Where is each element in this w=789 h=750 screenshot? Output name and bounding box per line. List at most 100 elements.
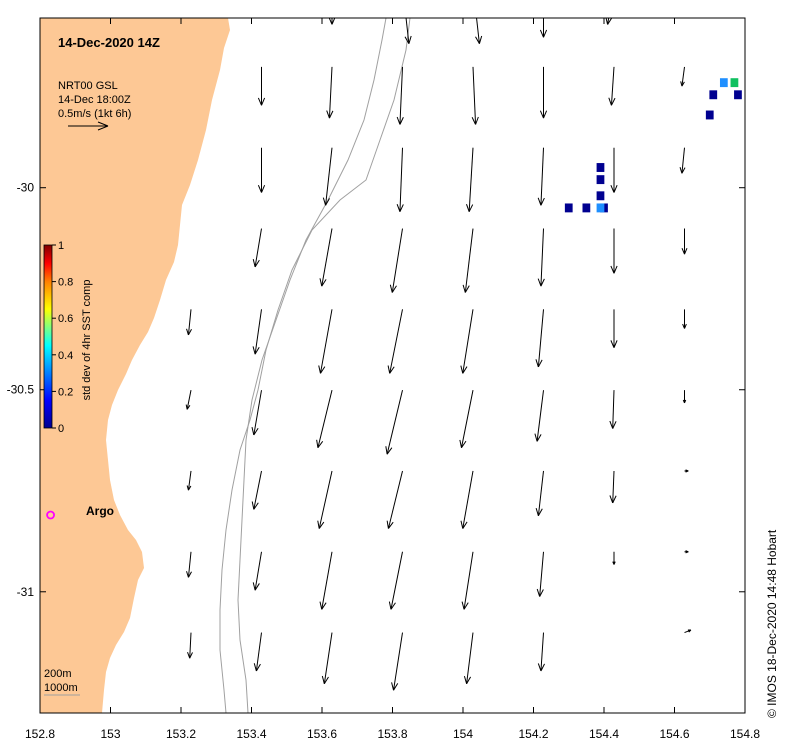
current-vector — [404, 18, 412, 44]
current-vector — [321, 632, 333, 685]
current-vector — [535, 309, 544, 368]
lon-tick-label: 154.8 — [730, 727, 760, 741]
colorbar-tick-label: 0.6 — [58, 313, 73, 325]
lat-axis: -30 -30.5 -31 — [7, 181, 745, 599]
current-vector — [257, 66, 266, 106]
current-vector — [319, 228, 333, 287]
current-vector — [251, 470, 262, 510]
current-vector — [326, 66, 334, 119]
current-vector — [388, 551, 403, 610]
current-vector — [537, 147, 545, 206]
current-vector — [385, 390, 403, 455]
current-vector — [319, 551, 333, 610]
lat-tick-label: -30 — [17, 181, 35, 195]
sst-cell — [705, 110, 714, 120]
colorbar-label: std dev of 4hr SST comp — [81, 280, 93, 401]
current-vector — [391, 632, 403, 691]
colorbar-tick-label: 0.8 — [58, 277, 73, 289]
current-vector — [251, 390, 262, 436]
sst-cell — [730, 78, 739, 88]
current-vector — [539, 18, 548, 38]
current-vector — [396, 147, 404, 212]
colorbar-tick-label: 1 — [58, 240, 64, 252]
current-vector — [609, 470, 617, 504]
current-vector — [462, 228, 474, 293]
lon-tick-label: 154 — [453, 727, 473, 741]
current-vector — [684, 629, 692, 634]
colorbar-tick-label: 0 — [58, 423, 64, 435]
current-vector — [475, 18, 483, 44]
lon-tick-label: 153.4 — [236, 727, 266, 741]
argo-float[interactable]: Argo — [46, 504, 114, 520]
sst-cell — [719, 78, 728, 88]
contour-legend-1000m: 1000m — [44, 682, 78, 694]
lat-tick-label: -30.5 — [7, 383, 35, 397]
sst-std-dev-cells — [564, 78, 742, 213]
product-line2: 14-Dec 18:00Z — [58, 94, 131, 106]
current-vector — [680, 66, 685, 87]
lon-tick-label: 154.6 — [659, 727, 689, 741]
current-vector — [396, 66, 404, 125]
product-line3: 0.5m/s (1kt 6h) — [58, 108, 131, 120]
current-vector — [317, 470, 333, 529]
lon-tick-label: 154.2 — [518, 727, 548, 741]
current-vector — [608, 66, 616, 106]
current-vector — [187, 632, 193, 659]
current-vector — [185, 390, 192, 410]
current-vector — [459, 390, 474, 449]
sst-cell — [596, 175, 605, 185]
current-vector — [252, 228, 262, 268]
current-vector — [681, 228, 688, 255]
current-vector — [253, 632, 262, 672]
current-vector — [389, 228, 403, 293]
current-vector — [259, 0, 264, 12]
current-vector — [612, 551, 616, 565]
current-vector — [684, 550, 689, 554]
colorbar-tick-label: 0.4 — [58, 350, 73, 362]
lon-tick-label: 153 — [100, 727, 120, 741]
lon-tick-label: 153.6 — [307, 727, 337, 741]
lon-tick-label: 153.8 — [377, 727, 407, 741]
contour-legend-200m: 200m — [44, 668, 72, 680]
current-vector — [252, 309, 262, 355]
current-vector — [536, 551, 544, 597]
sst-cell — [596, 203, 605, 213]
current-vector — [257, 147, 266, 193]
current-vector — [386, 470, 403, 529]
sst-cell — [734, 90, 742, 100]
argo-marker-icon[interactable] — [46, 510, 55, 520]
map-title: 14-Dec-2020 14Z — [58, 35, 160, 50]
current-vector — [609, 390, 617, 429]
current-vector — [605, 18, 613, 25]
current-vector — [322, 147, 333, 206]
current-vectors — [185, 0, 692, 691]
current-vector — [682, 309, 687, 329]
sst-cell — [709, 90, 718, 100]
current-vector — [463, 632, 474, 685]
lon-axis: 152.8 153 153.2 153.4 153.6 153.8 154 154.2 154.… — [25, 18, 760, 741]
current-vector — [535, 470, 544, 517]
credit-text: © IMOS 18-Dec-2020 14:48 Hobart — [765, 529, 779, 718]
current-vector — [679, 0, 684, 12]
sst-cell — [596, 191, 605, 201]
current-vector — [318, 309, 333, 374]
current-vector — [471, 66, 479, 125]
current-vector — [186, 551, 192, 578]
colorbar: 0 0.2 0.4 0.6 0.8 1 std dev of 4hr SST comp — [43, 240, 93, 435]
current-vector — [537, 228, 545, 287]
colorbar-ramp — [43, 244, 53, 429]
current-vector — [460, 309, 474, 374]
current-vector — [252, 551, 262, 591]
current-vector — [328, 18, 336, 25]
current-vector — [682, 390, 687, 404]
contour-200m — [237, 18, 387, 713]
current-vector — [186, 309, 192, 336]
colorbar-tick-label: 0.2 — [58, 386, 73, 398]
current-vector — [537, 632, 545, 672]
current-vector — [684, 469, 689, 473]
current-vector — [534, 390, 544, 442]
lon-tick-label: 153.2 — [166, 727, 196, 741]
current-vector — [316, 390, 333, 449]
argo-label: Argo — [86, 504, 114, 518]
